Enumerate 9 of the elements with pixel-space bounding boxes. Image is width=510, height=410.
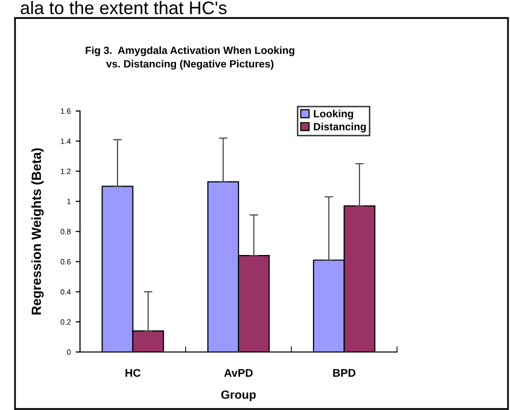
x-tick-label: AvPD bbox=[224, 369, 253, 377]
legend-label: Distancing bbox=[314, 122, 366, 132]
text: ala to the extent that HC's bbox=[20, 1, 227, 14]
x-tick-label: BPD bbox=[333, 369, 356, 377]
x-axis-title: Group bbox=[221, 390, 256, 402]
chart-title: Fig 3. Amygdala Activation When Looking vs. Distancing (Negative Pictures) bbox=[86, 46, 294, 70]
y-axis-title: Regression Weights (Beta) bbox=[31, 148, 44, 314]
legend-label: Looking bbox=[314, 110, 354, 120]
x-tick-label: HC bbox=[126, 368, 141, 377]
